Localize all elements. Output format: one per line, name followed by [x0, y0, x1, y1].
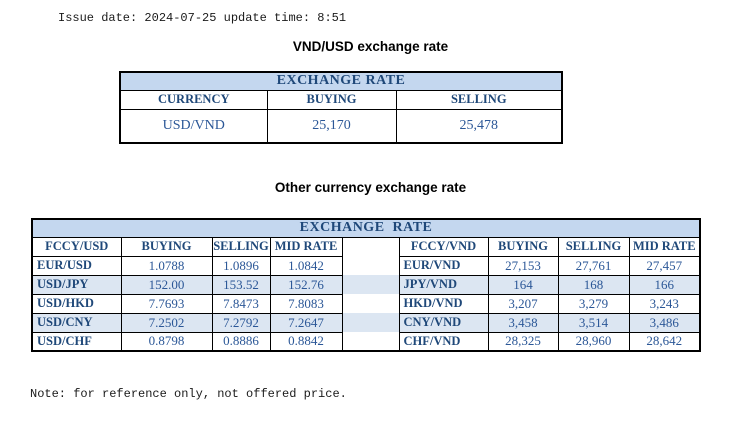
selling-rate-cell: 27,761 — [557, 255, 630, 276]
currency-pair-cell: USD/CHF — [31, 331, 122, 352]
mid-rate-cell: 7.8083 — [269, 293, 343, 314]
col-header-buying: BUYING — [266, 89, 397, 110]
selling-rate-cell: 3,279 — [557, 293, 630, 314]
note-text: Note: for reference only, not offered pr… — [30, 387, 347, 401]
buying-rate-cell: 27,153 — [487, 255, 559, 276]
mid-rate-cell: 27,457 — [628, 255, 701, 276]
table-row: USD/VND 25,170 25,478 — [119, 108, 563, 144]
currency-pair-cell: CHF/VND — [398, 331, 489, 352]
selling-rate-cell: 3,514 — [557, 312, 630, 333]
currency-pair-cell: HKD/VND — [398, 293, 489, 314]
currency-pair-cell: USD/JPY — [31, 274, 122, 295]
buying-rate-cell: 25,170 — [266, 108, 397, 144]
selling-rate-cell: 7.8473 — [211, 293, 271, 314]
gap-cell — [341, 332, 400, 351]
table-row: EUR/USD 1.0788 1.0896 1.0842 EUR/VND 27,… — [31, 255, 701, 276]
mid-rate-cell: 152.76 — [269, 274, 343, 295]
col-header-buying: BUYING — [120, 236, 213, 257]
col-header-buying: BUYING — [487, 236, 559, 257]
exchange-rate-band: EXCHANGE RATE — [119, 71, 563, 91]
mid-rate-cell: 7.2647 — [269, 312, 343, 333]
buying-rate-cell: 28,325 — [487, 331, 559, 352]
table-row: EXCHANGE RATE — [119, 71, 563, 91]
selling-rate-cell: 28,960 — [557, 331, 630, 352]
col-header-selling: SELLING — [395, 89, 563, 110]
selling-rate-cell: 25,478 — [395, 108, 563, 144]
col-header-mid-rate: MID RATE — [628, 236, 701, 257]
other-currency-exchange-table: EXCHANGE RATE FCCY/USD BUYING SELLING MI… — [31, 218, 702, 352]
issue-date-text: Issue date: 2024-07-25 update time: 8:51 — [58, 11, 347, 25]
table-row: USD/CHF 0.8798 0.8886 0.8842 CHF/VND 28,… — [31, 331, 701, 352]
table-row: USD/HKD 7.7693 7.8473 7.8083 HKD/VND 3,2… — [31, 293, 701, 314]
buying-rate-cell: 3,458 — [487, 312, 559, 333]
col-header-selling: SELLING — [557, 236, 630, 257]
currency-pair-cell: USD/VND — [119, 108, 268, 144]
buying-rate-cell: 7.2502 — [120, 312, 213, 333]
col-header-currency: CURRENCY — [119, 89, 268, 110]
gap-cell — [341, 275, 400, 294]
col-header-selling: SELLING — [211, 236, 271, 257]
selling-rate-cell: 0.8886 — [211, 331, 271, 352]
mid-rate-cell: 3,486 — [628, 312, 701, 333]
buying-rate-cell: 164 — [487, 274, 559, 295]
mid-rate-cell: 28,642 — [628, 331, 701, 352]
col-header-fccy-usd: FCCY/USD — [31, 236, 122, 257]
currency-pair-cell: USD/HKD — [31, 293, 122, 314]
exchange-rate-band: EXCHANGE RATE — [31, 218, 701, 238]
currency-pair-cell: CNY/VND — [398, 312, 489, 333]
selling-rate-cell: 1.0896 — [211, 255, 271, 276]
col-header-fccy-vnd: FCCY/VND — [398, 236, 489, 257]
table-row: CURRENCY BUYING SELLING — [119, 89, 563, 110]
other-table-title: Other currency exchange rate — [274, 180, 467, 195]
table-row: FCCY/USD BUYING SELLING MID RATE FCCY/VN… — [31, 236, 701, 257]
usd-table-title: VND/USD exchange rate — [292, 39, 449, 54]
buying-rate-cell: 3,207 — [487, 293, 559, 314]
mid-rate-cell: 3,243 — [628, 293, 701, 314]
gap-cell — [341, 313, 400, 332]
buying-rate-cell: 1.0788 — [120, 255, 213, 276]
table-row: USD/CNY 7.2502 7.2792 7.2647 CNY/VND 3,4… — [31, 312, 701, 333]
currency-pair-cell: EUR/VND — [398, 255, 489, 276]
table-row: USD/JPY 152.00 153.52 152.76 JPY/VND 164… — [31, 274, 701, 295]
col-header-mid-rate: MID RATE — [269, 236, 343, 257]
selling-rate-cell: 7.2792 — [211, 312, 271, 333]
buying-rate-cell: 7.7693 — [120, 293, 213, 314]
selling-rate-cell: 153.52 — [211, 274, 271, 295]
gap-cell — [341, 237, 400, 256]
mid-rate-cell: 1.0842 — [269, 255, 343, 276]
mid-rate-cell: 166 — [628, 274, 701, 295]
mid-rate-cell: 0.8842 — [269, 331, 343, 352]
buying-rate-cell: 152.00 — [120, 274, 213, 295]
currency-pair-cell: EUR/USD — [31, 255, 122, 276]
usd-vnd-exchange-table: EXCHANGE RATE CURRENCY BUYING SELLING US… — [119, 71, 564, 144]
gap-cell — [341, 256, 400, 275]
buying-rate-cell: 0.8798 — [120, 331, 213, 352]
selling-rate-cell: 168 — [557, 274, 630, 295]
currency-pair-cell: JPY/VND — [398, 274, 489, 295]
table-row: EXCHANGE RATE — [31, 218, 701, 238]
gap-cell — [341, 294, 400, 313]
currency-pair-cell: USD/CNY — [31, 312, 122, 333]
